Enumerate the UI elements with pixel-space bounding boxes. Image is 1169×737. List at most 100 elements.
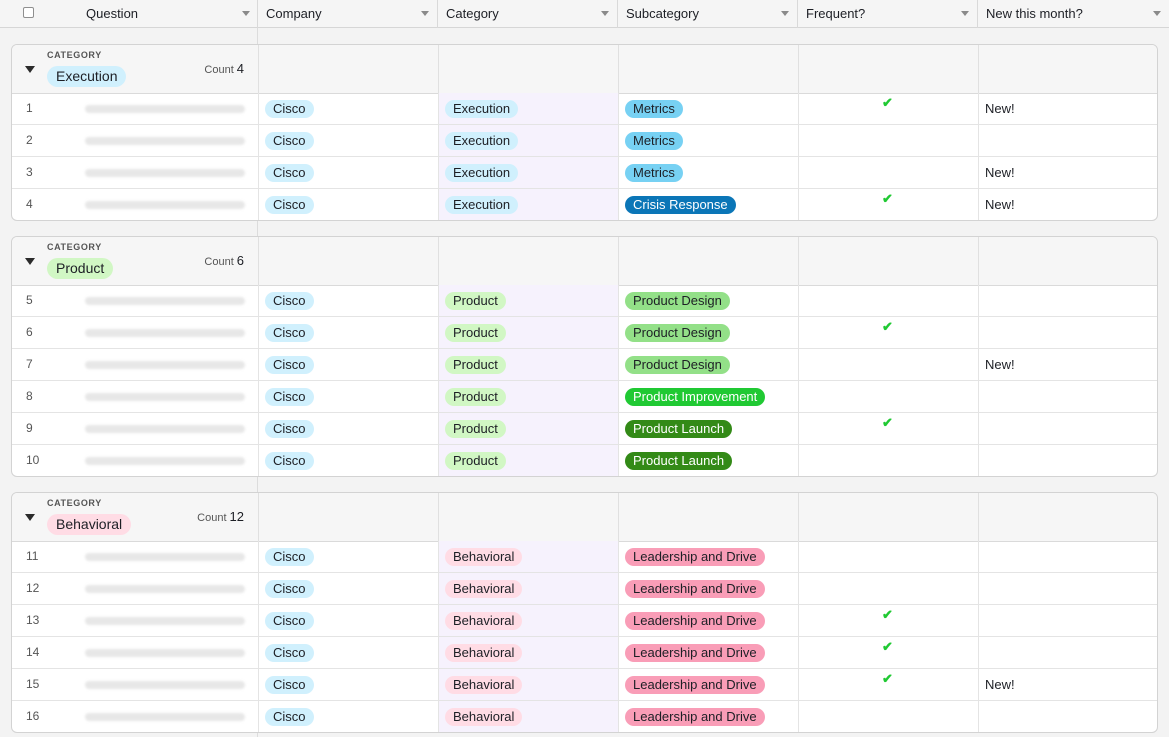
table-row[interactable]: 11 Cisco Behavioral Leadership and Drive [12, 541, 1157, 573]
table-row[interactable]: 5 Cisco Product Product Design [12, 285, 1157, 317]
frequent-cell[interactable] [798, 541, 978, 572]
table-row[interactable]: 9 Cisco Product Product Launch ✔ [12, 413, 1157, 445]
question-cell[interactable] [75, 605, 258, 636]
new-this-month-cell[interactable]: New! [978, 349, 1157, 380]
subcategory-cell[interactable]: Product Design [618, 317, 798, 348]
category-cell[interactable]: Behavioral [438, 573, 618, 604]
chevron-down-icon[interactable] [421, 11, 429, 16]
category-cell[interactable]: Behavioral [438, 669, 618, 700]
frequent-cell[interactable] [798, 157, 978, 188]
frequent-cell[interactable]: ✔ [798, 189, 978, 220]
category-cell[interactable]: Execution [438, 125, 618, 156]
company-cell[interactable]: Cisco [258, 573, 438, 604]
category-cell[interactable]: Product [438, 445, 618, 476]
caret-down-icon[interactable] [25, 66, 35, 73]
question-cell[interactable] [75, 285, 258, 316]
question-cell[interactable] [75, 573, 258, 604]
category-cell[interactable]: Behavioral [438, 637, 618, 668]
table-row[interactable]: 16 Cisco Behavioral Leadership and Drive [12, 701, 1157, 732]
frequent-cell[interactable]: ✔ [798, 637, 978, 668]
new-this-month-cell[interactable] [978, 317, 1157, 348]
company-cell[interactable]: Cisco [258, 93, 438, 124]
new-this-month-cell[interactable] [978, 573, 1157, 604]
new-this-month-cell[interactable] [978, 605, 1157, 636]
new-this-month-cell[interactable]: New! [978, 93, 1157, 124]
new-this-month-cell[interactable] [978, 541, 1157, 572]
table-row[interactable]: 8 Cisco Product Product Improvement [12, 381, 1157, 413]
new-this-month-cell[interactable] [978, 701, 1157, 732]
chevron-down-icon[interactable] [242, 11, 250, 16]
chevron-down-icon[interactable] [1153, 11, 1161, 16]
frequent-cell[interactable]: ✔ [798, 605, 978, 636]
company-cell[interactable]: Cisco [258, 413, 438, 444]
company-cell[interactable]: Cisco [258, 541, 438, 572]
new-this-month-cell[interactable] [978, 285, 1157, 316]
chevron-down-icon[interactable] [601, 11, 609, 16]
category-cell[interactable]: Product [438, 317, 618, 348]
table-row[interactable]: 7 Cisco Product Product Design New! [12, 349, 1157, 381]
question-cell[interactable] [75, 413, 258, 444]
chevron-down-icon[interactable] [781, 11, 789, 16]
company-cell[interactable]: Cisco [258, 637, 438, 668]
frequent-cell[interactable] [798, 285, 978, 316]
column-header-question[interactable]: Question [78, 0, 258, 28]
subcategory-cell[interactable]: Leadership and Drive [618, 541, 798, 572]
select-all-checkbox[interactable] [23, 7, 34, 18]
table-row[interactable]: 2 Cisco Execution Metrics [12, 125, 1157, 157]
chevron-down-icon[interactable] [961, 11, 969, 16]
new-this-month-cell[interactable] [978, 445, 1157, 476]
column-header-frequent[interactable]: Frequent? [797, 0, 977, 28]
column-header-company[interactable]: Company [257, 0, 437, 28]
company-cell[interactable]: Cisco [258, 605, 438, 636]
caret-down-icon[interactable] [25, 258, 35, 265]
subcategory-cell[interactable]: Leadership and Drive [618, 669, 798, 700]
table-row[interactable]: 13 Cisco Behavioral Leadership and Drive ✔ [12, 605, 1157, 637]
frequent-cell[interactable] [798, 445, 978, 476]
subcategory-cell[interactable]: Product Design [618, 285, 798, 316]
category-cell[interactable]: Execution [438, 189, 618, 220]
frequent-cell[interactable] [798, 125, 978, 156]
subcategory-cell[interactable]: Product Launch [618, 413, 798, 444]
company-cell[interactable]: Cisco [258, 125, 438, 156]
column-header-subcategory[interactable]: Subcategory [617, 0, 797, 28]
subcategory-cell[interactable]: Product Design [618, 349, 798, 380]
table-row[interactable]: 14 Cisco Behavioral Leadership and Drive ✔ [12, 637, 1157, 669]
subcategory-cell[interactable]: Product Improvement [618, 381, 798, 412]
company-cell[interactable]: Cisco [258, 157, 438, 188]
question-cell[interactable] [75, 445, 258, 476]
subcategory-cell[interactable]: Leadership and Drive [618, 637, 798, 668]
question-cell[interactable] [75, 125, 258, 156]
new-this-month-cell[interactable] [978, 413, 1157, 444]
company-cell[interactable]: Cisco [258, 445, 438, 476]
question-cell[interactable] [75, 317, 258, 348]
category-cell[interactable]: Execution [438, 157, 618, 188]
question-cell[interactable] [75, 93, 258, 124]
subcategory-cell[interactable]: Leadership and Drive [618, 701, 798, 732]
frequent-cell[interactable] [798, 701, 978, 732]
question-cell[interactable] [75, 701, 258, 732]
table-row[interactable]: 1 Cisco Execution Metrics ✔ New! [12, 93, 1157, 125]
subcategory-cell[interactable]: Metrics [618, 93, 798, 124]
frequent-cell[interactable]: ✔ [798, 413, 978, 444]
category-cell[interactable]: Product [438, 381, 618, 412]
company-cell[interactable]: Cisco [258, 349, 438, 380]
category-cell[interactable]: Product [438, 413, 618, 444]
frequent-cell[interactable]: ✔ [798, 317, 978, 348]
question-cell[interactable] [75, 541, 258, 572]
new-this-month-cell[interactable] [978, 125, 1157, 156]
frequent-cell[interactable]: ✔ [798, 669, 978, 700]
company-cell[interactable]: Cisco [258, 381, 438, 412]
column-header-category[interactable]: Category [437, 0, 617, 28]
company-cell[interactable]: Cisco [258, 669, 438, 700]
table-row[interactable]: 10 Cisco Product Product Launch [12, 445, 1157, 476]
subcategory-cell[interactable]: Product Launch [618, 445, 798, 476]
new-this-month-cell[interactable]: New! [978, 669, 1157, 700]
frequent-cell[interactable] [798, 349, 978, 380]
subcategory-cell[interactable]: Leadership and Drive [618, 573, 798, 604]
table-row[interactable]: 3 Cisco Execution Metrics New! [12, 157, 1157, 189]
table-row[interactable]: 4 Cisco Execution Crisis Response ✔ New! [12, 189, 1157, 220]
subcategory-cell[interactable]: Metrics [618, 125, 798, 156]
question-cell[interactable] [75, 349, 258, 380]
category-cell[interactable]: Product [438, 349, 618, 380]
frequent-cell[interactable] [798, 573, 978, 604]
